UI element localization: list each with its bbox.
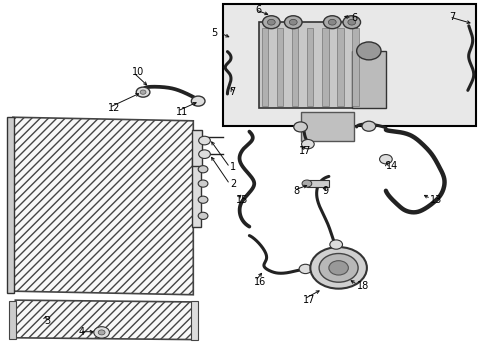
Text: 17: 17 <box>299 146 311 156</box>
Polygon shape <box>13 117 193 295</box>
Bar <box>190 301 198 339</box>
Text: 9: 9 <box>322 186 328 196</box>
Circle shape <box>323 16 340 29</box>
Circle shape <box>319 253 357 282</box>
Text: 2: 2 <box>229 179 236 189</box>
Text: 6: 6 <box>351 13 357 23</box>
Bar <box>259 22 356 108</box>
Circle shape <box>198 150 210 158</box>
Bar <box>306 180 328 187</box>
Bar <box>6 117 14 293</box>
Circle shape <box>328 19 335 25</box>
Circle shape <box>310 247 366 289</box>
Bar <box>300 112 353 140</box>
Circle shape <box>198 180 207 187</box>
Text: 6: 6 <box>255 5 261 15</box>
Circle shape <box>379 154 391 164</box>
Circle shape <box>329 240 342 249</box>
Circle shape <box>356 42 380 60</box>
Circle shape <box>198 196 207 203</box>
Circle shape <box>284 16 302 29</box>
Bar <box>192 158 201 226</box>
Circle shape <box>198 166 207 173</box>
Bar <box>222 4 475 126</box>
Circle shape <box>299 264 311 274</box>
Circle shape <box>98 330 105 335</box>
Text: 12: 12 <box>108 103 120 113</box>
Circle shape <box>347 19 355 25</box>
Circle shape <box>94 327 109 338</box>
Bar <box>336 28 343 107</box>
Text: 13: 13 <box>429 195 441 205</box>
Text: 7: 7 <box>228 87 235 97</box>
Circle shape <box>289 19 297 25</box>
Text: 7: 7 <box>448 12 455 22</box>
Text: 8: 8 <box>293 186 299 196</box>
Text: 10: 10 <box>132 67 144 77</box>
Text: 11: 11 <box>176 107 188 117</box>
Bar <box>9 301 16 338</box>
Bar <box>192 130 202 166</box>
Text: 17: 17 <box>303 295 315 305</box>
Polygon shape <box>15 300 192 339</box>
Text: 14: 14 <box>385 161 397 171</box>
Circle shape <box>262 16 280 29</box>
Circle shape <box>136 87 150 97</box>
Circle shape <box>342 16 360 29</box>
Bar <box>291 28 298 107</box>
Circle shape <box>198 136 210 145</box>
Bar <box>276 28 283 107</box>
Text: 15: 15 <box>235 195 247 205</box>
Text: 5: 5 <box>210 28 217 38</box>
Circle shape <box>140 90 146 94</box>
Circle shape <box>328 261 347 275</box>
Text: 3: 3 <box>44 316 51 325</box>
Text: 4: 4 <box>79 327 84 337</box>
Circle shape <box>302 180 311 187</box>
Circle shape <box>301 139 314 149</box>
Text: 16: 16 <box>254 277 266 287</box>
Bar <box>351 28 358 107</box>
Circle shape <box>198 212 207 220</box>
Bar <box>351 51 385 108</box>
Text: 18: 18 <box>356 281 368 291</box>
Circle shape <box>293 122 307 132</box>
Text: 1: 1 <box>229 162 236 172</box>
Bar <box>306 28 313 107</box>
Bar <box>261 28 268 107</box>
Circle shape <box>361 121 375 131</box>
Bar <box>321 28 328 107</box>
Circle shape <box>267 19 275 25</box>
Circle shape <box>191 96 204 106</box>
